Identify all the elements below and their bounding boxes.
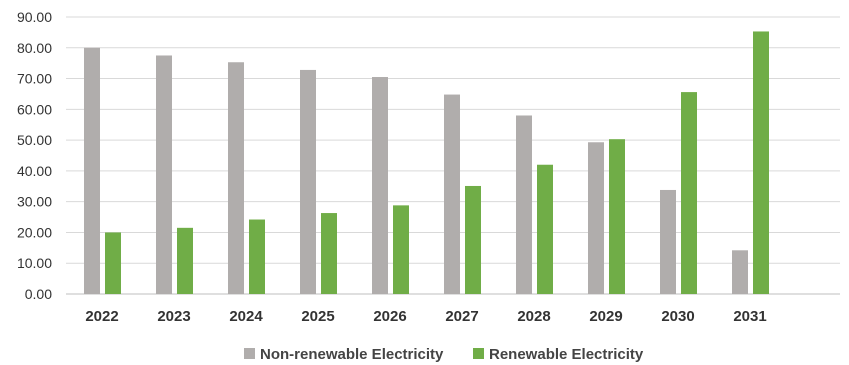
x-tick-label: 2022 — [85, 308, 118, 325]
y-tick-label: 60.00 — [17, 101, 52, 117]
y-tick-label: 10.00 — [17, 255, 52, 271]
y-tick-label: 90.00 — [17, 9, 52, 25]
x-axis-ticks: 2022 2023 2024 2025 2026 2027 2028 2029 2030 2031 — [85, 308, 766, 325]
y-tick-label: 30.00 — [17, 194, 52, 210]
bar-renewable — [393, 205, 409, 294]
bar-renewable — [321, 213, 337, 294]
legend-label-renewable: Renewable Electricity — [489, 346, 644, 363]
bar-non-renewable — [660, 189, 676, 294]
x-tick-label: 2024 — [229, 308, 263, 325]
x-tick-label: 2029 — [589, 308, 622, 325]
bar-renewable — [753, 31, 769, 295]
bar-non-renewable — [372, 77, 388, 295]
y-axis-ticks: 0.00 10.00 20.00 30.00 40.00 50.00 60.00 70.00 8… — [17, 9, 52, 302]
bar-renewable — [249, 219, 265, 294]
x-tick-label: 2026 — [373, 308, 406, 325]
bar-non-renewable — [588, 142, 604, 294]
y-tick-label: 0.00 — [25, 286, 52, 302]
bar-renewable — [465, 185, 481, 294]
bar-non-renewable — [84, 47, 100, 295]
bar-non-renewable — [732, 250, 748, 294]
bar-renewable — [177, 227, 193, 294]
bar-renewable — [681, 92, 697, 294]
legend: Non-renewable Electricity Renewable Elec… — [244, 346, 644, 363]
bar-non-renewable — [516, 115, 532, 294]
y-tick-label: 20.00 — [17, 224, 52, 240]
x-tick-label: 2025 — [301, 308, 334, 325]
x-tick-label: 2028 — [517, 308, 550, 325]
bar-non-renewable — [228, 62, 244, 294]
bar-renewable — [609, 139, 625, 294]
legend-swatch-non-renewable — [244, 348, 255, 359]
y-tick-label: 50.00 — [17, 132, 52, 148]
x-tick-label: 2023 — [157, 308, 190, 325]
x-tick-label: 2031 — [733, 308, 766, 325]
x-tick-label: 2030 — [661, 308, 694, 325]
x-tick-label: 2027 — [445, 308, 478, 325]
bar-non-renewable — [300, 69, 316, 294]
bars — [84, 31, 769, 295]
y-tick-label: 40.00 — [17, 163, 52, 179]
bar-renewable — [105, 232, 121, 294]
bar-non-renewable — [444, 94, 460, 294]
bar-non-renewable — [156, 55, 172, 294]
y-tick-label: 70.00 — [17, 71, 52, 87]
bar-renewable — [537, 164, 553, 294]
legend-label-non-renewable: Non-renewable Electricity — [260, 346, 444, 363]
y-tick-label: 80.00 — [17, 40, 52, 56]
legend-swatch-renewable — [473, 348, 484, 359]
